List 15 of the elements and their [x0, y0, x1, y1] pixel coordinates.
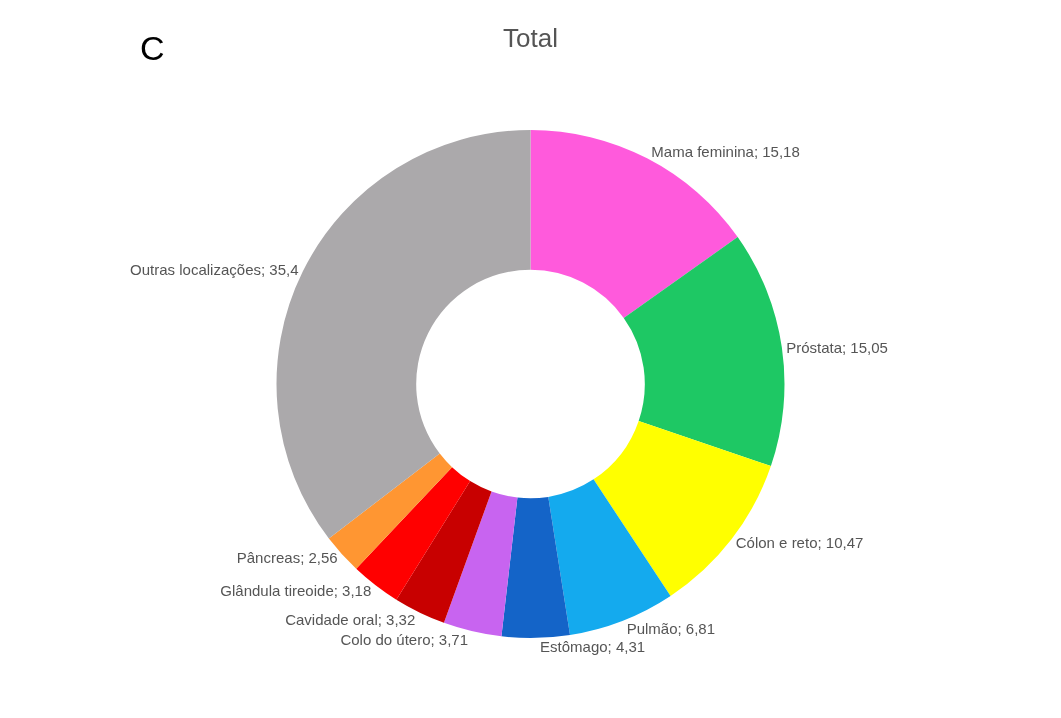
slice-label: Colo do útero; 3,71 [340, 630, 469, 648]
slice-label: Glândula tireoide; 3,18 [220, 582, 372, 600]
donut-slice [501, 496, 570, 638]
slice-label: Cólon e reto; 10,47 [735, 533, 864, 551]
slice-label: Pâncreas; 2,56 [236, 549, 338, 567]
slice-label: Próstata; 15,05 [786, 338, 888, 356]
slice-label: Cavidade oral; 3,32 [285, 610, 416, 628]
slice-label: Mama feminina; 15,18 [651, 143, 800, 161]
donut-slice [623, 237, 785, 467]
slice-label: Pulmão; 6,81 [626, 619, 716, 637]
donut-slice [443, 491, 518, 637]
text: C [140, 29, 165, 67]
slice-label: Estômago; 4,31 [540, 637, 646, 655]
chart-title: Total [503, 22, 558, 53]
slice-label: Outras localizações; 35,4 [130, 261, 299, 279]
